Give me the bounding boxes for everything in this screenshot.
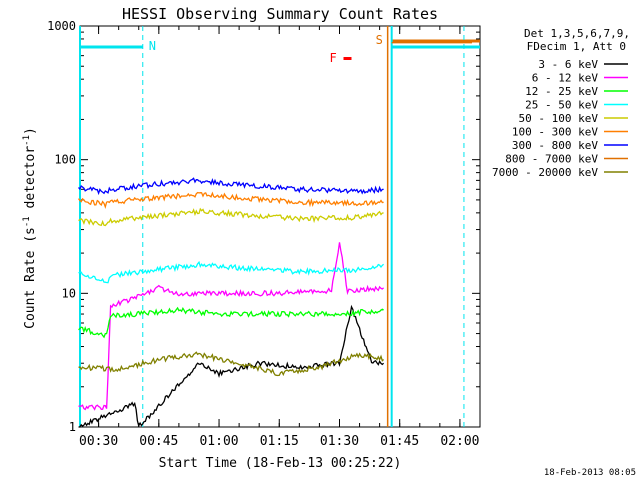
x-tick-label: 00:45 xyxy=(139,434,178,449)
legend-entry-label: 7000 - 20000 keV xyxy=(492,166,598,179)
legend-entry-label: 100 - 300 keV xyxy=(512,126,598,139)
legend-entry-label: 50 - 100 keV xyxy=(519,112,599,125)
timestamp-label: 18-Feb-2013 08:05 xyxy=(544,468,636,478)
legend-header-2: FDecim 1, Att 0 xyxy=(527,40,626,53)
legend-entry-label: 800 - 7000 keV xyxy=(505,153,598,166)
y-tick-label: 10 xyxy=(62,286,76,300)
flare-marker xyxy=(343,57,352,60)
series-line-2 xyxy=(78,242,385,411)
legend-header-1: Det 1,3,5,6,7,9, xyxy=(524,27,630,40)
legend-entry-label: 300 - 800 keV xyxy=(512,139,598,152)
chart-title: HESSI Observing Summary Count Rates xyxy=(122,5,438,23)
y-tick-label: 1 xyxy=(69,420,76,434)
night-label: N xyxy=(149,39,156,53)
series-line-7 xyxy=(78,177,384,196)
y-tick-label: 100 xyxy=(54,153,76,167)
legend-entry-label: 3 - 6 keV xyxy=(538,58,598,71)
saa-label: S xyxy=(376,33,383,47)
y-axis-label: Count Rate (s-1 detector-1) xyxy=(22,127,38,329)
legend-entry-label: 12 - 25 keV xyxy=(525,85,598,98)
series-line-1 xyxy=(78,304,385,428)
series-line-5 xyxy=(78,207,384,227)
flare-label: F xyxy=(329,51,336,65)
x-tick-label: 01:30 xyxy=(320,434,359,449)
series-line-9 xyxy=(78,351,385,377)
series-line-4 xyxy=(78,260,385,284)
legend-entry-label: 6 - 12 keV xyxy=(532,72,599,85)
series-line-3 xyxy=(78,306,384,339)
x-tick-label: 02:00 xyxy=(440,434,479,449)
legend-entry-label: 25 - 50 keV xyxy=(525,99,598,112)
y-tick-label: 1000 xyxy=(47,19,76,33)
x-tick-label: 01:15 xyxy=(260,434,299,449)
x-tick-label: 01:00 xyxy=(199,434,238,449)
x-tick-label: 00:30 xyxy=(79,434,118,449)
x-tick-label: 01:45 xyxy=(380,434,419,449)
x-axis-label: Start Time (18-Feb-13 00:25:22) xyxy=(159,456,402,471)
series-line-6 xyxy=(77,191,384,210)
